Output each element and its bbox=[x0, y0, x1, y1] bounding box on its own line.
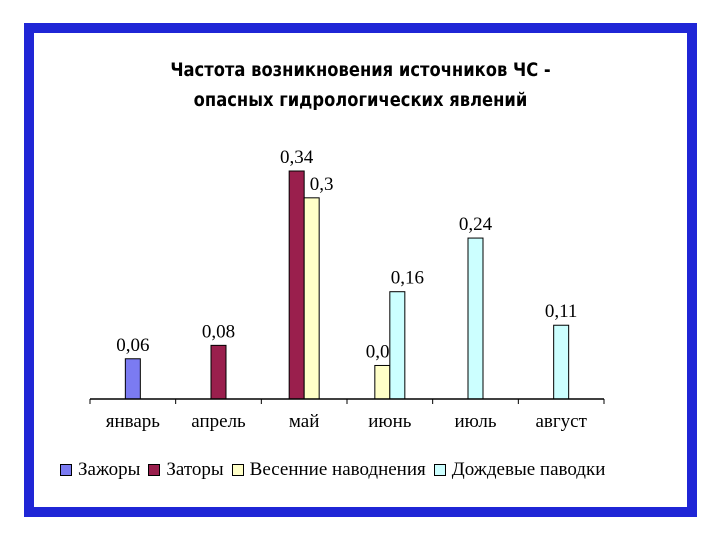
chart-title: Частота возникновения источников ЧС - оп… bbox=[80, 55, 642, 115]
chart-title-line-2: опасных гидрологических явлений bbox=[193, 89, 528, 111]
data-label-май-series-2: 0,34 bbox=[280, 147, 314, 168]
legend-label-spring-floods: Весенние наводнения bbox=[249, 459, 426, 480]
bar-июнь-series-4 bbox=[389, 291, 406, 400]
bar-январь-series-1 bbox=[124, 358, 141, 400]
legend-swatch-zatory bbox=[148, 464, 161, 476]
legend-label-rain-floods: Дождевые паводки bbox=[451, 459, 606, 480]
bar-июнь-series-3 bbox=[374, 364, 391, 400]
data-label-август-series-4: 0,11 bbox=[545, 301, 578, 322]
chart-plot: 0,06январь0,08апрель0,340,3май0,050,16ию… bbox=[89, 147, 605, 432]
legend-item-zatory: Заторы bbox=[148, 459, 224, 481]
data-label-январь-series-1: 0,06 bbox=[116, 335, 149, 356]
data-label-июль-series-4: 0,24 bbox=[459, 214, 493, 235]
legend-swatch-rain-floods bbox=[433, 464, 446, 476]
x-tick-label-апрель: апрель bbox=[191, 411, 246, 432]
bar-май-series-3 bbox=[303, 197, 320, 400]
legend-item-rain-floods: Дождевые паводки bbox=[433, 459, 606, 481]
x-tick-label-январь: январь bbox=[106, 411, 161, 432]
legend-label-zatory: Заторы bbox=[166, 459, 224, 480]
chart-legend: Зажоры Заторы Весенние наводнения Дождев… bbox=[60, 459, 613, 481]
chart-title-line-1: Частота возникновения источников ЧС - bbox=[170, 59, 551, 81]
x-tick-label-июль: июль bbox=[454, 411, 496, 432]
slide-frame: Частота возникновения источников ЧС - оп… bbox=[24, 23, 697, 517]
x-tick-label-июнь: июнь bbox=[368, 411, 412, 432]
legend-swatch-zazhory bbox=[60, 464, 72, 476]
legend-swatch-spring-floods bbox=[231, 464, 244, 476]
legend-label-zazhory: Зажоры bbox=[78, 459, 141, 480]
bar-май-series-2 bbox=[288, 170, 305, 400]
bar-июль-series-4 bbox=[467, 237, 484, 400]
legend-item-spring-floods: Весенние наводнения bbox=[231, 459, 426, 481]
chart-panel: Частота возникновения источников ЧС - оп… bbox=[34, 33, 687, 507]
data-label-апрель-series-2: 0,08 bbox=[202, 321, 235, 342]
legend-item-zazhory: Зажоры bbox=[60, 459, 140, 481]
data-label-июнь-series-4: 0,16 bbox=[391, 268, 424, 289]
x-tick-label-август: август bbox=[535, 411, 587, 432]
x-tick-label-май: май bbox=[289, 411, 320, 432]
bar-апрель-series-2 bbox=[210, 344, 227, 400]
data-label-май-series-3: 0,3 bbox=[310, 174, 334, 195]
bar-август-series-4 bbox=[553, 324, 570, 400]
